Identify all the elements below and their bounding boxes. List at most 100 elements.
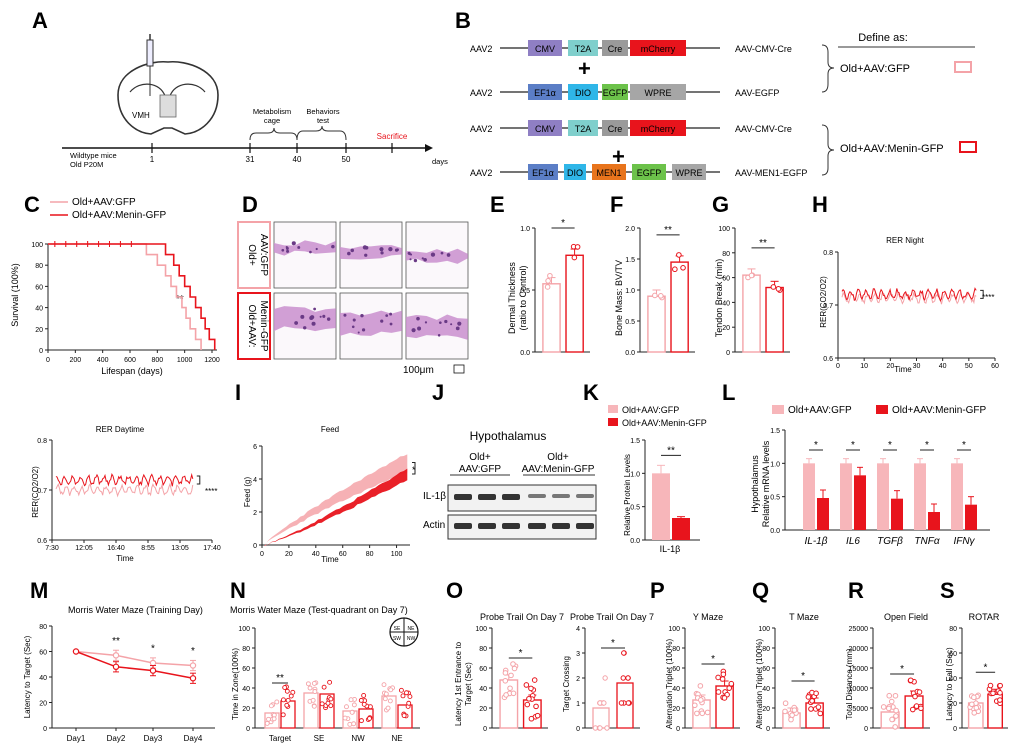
nucleus — [294, 321, 298, 325]
l-sig: * — [888, 440, 892, 451]
tissue-layer — [340, 245, 402, 260]
construct-element — [528, 120, 562, 136]
p-chart-sig: * — [711, 654, 715, 665]
c-series-line — [48, 243, 202, 350]
nucleus — [300, 314, 305, 319]
h-ylabel: RER(CO2/O2) — [819, 276, 828, 328]
o-chart-point — [502, 670, 509, 676]
n-point — [344, 704, 349, 710]
j-blot-il1b — [447, 484, 597, 512]
o-chart-y-tick-label: 0 — [483, 726, 487, 733]
construct-element — [528, 164, 558, 180]
i-title: Feed — [321, 425, 339, 434]
nucleus — [417, 326, 422, 331]
n-x-tick-label: NW — [351, 734, 365, 743]
h-chart-x-tick-label: 50 — [965, 363, 973, 370]
tissue-layer — [406, 248, 468, 264]
s-title: ROTAR — [969, 612, 1000, 622]
l-category-label: TNFα — [914, 536, 939, 547]
panel-d: D Old+ AAV:GFP Old+AAV: Menin-GFP 100μm — [237, 192, 469, 376]
o2-y-tick-label: 1 — [576, 701, 580, 708]
nucleus — [455, 326, 460, 331]
rerday-title: RER Daytime — [96, 425, 145, 434]
m-series-line — [75, 650, 194, 667]
j-band-il1b: IL-1β — [423, 491, 446, 502]
m-point — [149, 659, 157, 667]
construct-rows: AAV2 CMV T2A Cre mCherry AAV-CMV-Cre AAV2 EF1α D… — [470, 40, 807, 180]
p-chart-point — [698, 697, 704, 703]
rerday-xlabel: Time — [116, 554, 134, 563]
panel-letter-e: E — [490, 192, 505, 217]
construct-element — [568, 40, 598, 56]
s-chart-point — [987, 682, 994, 689]
nucleus — [423, 258, 427, 262]
p-chart-y-tick-label: 80 — [672, 646, 680, 653]
r-chart: 0 5000 10000 15000 20000 25000 * — [849, 626, 930, 733]
panel-r: R Open Field Total Distance (mm) 0 5000 10… — [845, 578, 930, 733]
n-point — [347, 721, 353, 727]
h-chart-y-tick-label: 0.8 — [823, 250, 833, 257]
l-y-tick-label: 1.0 — [770, 461, 780, 468]
n-point — [266, 716, 271, 722]
m-y-tick-label: 80 — [39, 624, 47, 631]
l-sig: * — [925, 440, 929, 451]
r-chart-y-tick-label: 5000 — [852, 706, 868, 713]
panel-j: J Hypothalamus Old+ AAV:GFP Old+ AAV:Men… — [423, 380, 597, 540]
r-chart-y-tick-label: 15000 — [849, 666, 869, 673]
o2-y-tick-label: 2 — [576, 676, 580, 683]
nucleus — [411, 328, 416, 333]
d-row1-frame — [237, 221, 271, 289]
l-legend-gfp: Old+AAV:GFP — [788, 405, 852, 416]
m-point — [189, 675, 197, 682]
p-chart-point — [721, 695, 728, 701]
n-y-tick-label: 40 — [242, 686, 250, 693]
r-chart-y-tick-label: 25000 — [849, 626, 869, 633]
panel-letter-f: F — [610, 192, 623, 217]
i-y-tick-label: 6 — [253, 444, 257, 451]
n-point — [312, 689, 318, 694]
n-point — [398, 687, 404, 693]
group1-label: Old+AAV:GFP — [840, 63, 910, 75]
construct-element — [602, 120, 628, 136]
r-chart-sig: * — [900, 664, 904, 675]
o2-point — [620, 675, 626, 681]
group2-brace — [821, 124, 835, 176]
construct-element-label: DIO — [567, 168, 583, 178]
f-chart-point — [652, 292, 658, 299]
q-chart-y-tick-label: 0 — [766, 726, 770, 733]
m-x-tick-label: Day3 — [144, 734, 163, 743]
o2-sig: * — [611, 638, 615, 649]
e-chart-point — [544, 284, 551, 290]
q-chart-point — [788, 716, 794, 723]
blot-band-il1b — [552, 494, 570, 498]
panel-e: E Dermal Thickness (ratio to Control) 0.… — [490, 192, 590, 357]
e-chart-y-tick-label: 0.5 — [520, 288, 530, 295]
o-chart-y-tick-label: 100 — [475, 626, 487, 633]
n-point — [288, 693, 294, 699]
f-chart-point — [676, 252, 682, 258]
m-series-line — [75, 650, 194, 680]
q-chart-point — [782, 708, 788, 715]
construct-element-label: Cre — [608, 124, 623, 134]
rerday-sig: **** — [205, 487, 217, 496]
panel-letter-d: D — [242, 192, 258, 217]
l-ylabel-1: Hypothalamus — [750, 455, 760, 513]
legend-menin: Old+AAV:Menin-GFP — [72, 210, 167, 221]
vmh-label: VMH — [132, 111, 150, 120]
vmh-region — [159, 94, 177, 118]
o-ylabel-1: Latency 1st Entrance to — [454, 641, 463, 726]
i-x-tick-label: 100 — [391, 551, 403, 558]
o-chart-point — [503, 692, 509, 698]
blot-band-actin — [478, 523, 496, 529]
g-ylabel: Tendon Break (min) — [714, 259, 724, 338]
dermal-chart: 0.0 0.5 1.0 * — [520, 218, 590, 357]
q-ylabel: Alternation Triplet (100%) — [755, 639, 764, 730]
construct-element — [632, 164, 666, 180]
j-col1-l2: AAV:GFP — [459, 464, 502, 475]
n-point — [280, 697, 286, 703]
n-point — [358, 697, 364, 703]
panel-c: C Old+AAV:GFP Old+AAV:Menin-GFP Survival… — [10, 192, 220, 376]
m-title: Morris Water Maze (Training Day) — [68, 605, 203, 615]
n-point — [311, 680, 317, 686]
timeline-tick-label: 1 — [150, 155, 155, 164]
